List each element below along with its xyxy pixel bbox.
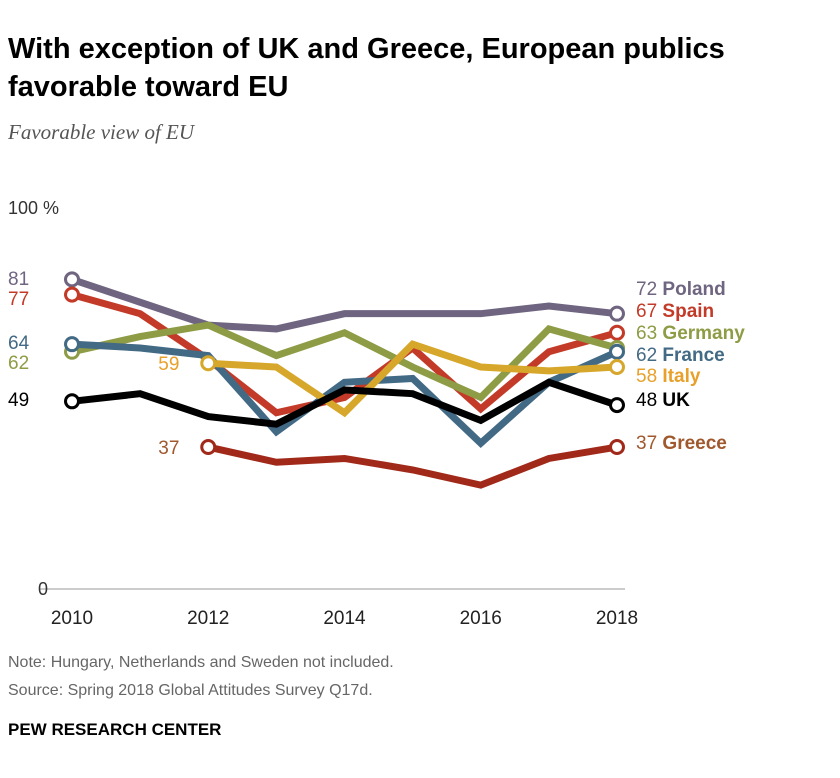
start-value-label: 77 bbox=[8, 289, 29, 310]
start-point-spain bbox=[64, 286, 80, 303]
start-point-poland bbox=[64, 271, 80, 288]
brand-logo-text: PEW RESEARCH CENTER bbox=[8, 720, 222, 739]
series-line-uk bbox=[71, 378, 619, 428]
x-tick-label: 2016 bbox=[460, 608, 502, 629]
end-label-poland: 72 Poland bbox=[636, 279, 726, 300]
start-value-label: 62 bbox=[8, 353, 29, 374]
chart-source: Source: Spring 2018 Global Attitudes Sur… bbox=[8, 682, 373, 699]
series-line-greece bbox=[207, 443, 618, 489]
start-value-label: 59 bbox=[158, 354, 179, 375]
end-point-greece bbox=[609, 439, 625, 456]
end-point-poland bbox=[609, 305, 625, 322]
y-tick-label-100: 100 % bbox=[8, 198, 59, 218]
end-label-germany: 63 Germany bbox=[636, 323, 745, 344]
series-line-germany bbox=[71, 321, 618, 402]
chart-title: With exception of UK and Greece, Europea… bbox=[8, 33, 725, 103]
y-tick-label-0: 0 bbox=[38, 579, 48, 599]
start-point-france bbox=[64, 336, 80, 353]
series-line-france bbox=[71, 340, 619, 448]
end-point-uk bbox=[609, 397, 625, 414]
start-value-label: 49 bbox=[8, 390, 29, 411]
start-value-label: 81 bbox=[8, 269, 29, 290]
series-line-poland bbox=[70, 276, 618, 333]
x-tick-label: 2010 bbox=[51, 608, 93, 629]
end-label-france: 62 France bbox=[636, 345, 725, 366]
end-label-italy: 58 Italy bbox=[636, 366, 701, 387]
start-point-uk bbox=[64, 393, 80, 410]
end-label-greece: 37 Greece bbox=[636, 433, 727, 454]
end-point-italy bbox=[609, 359, 625, 376]
start-point-italy bbox=[200, 355, 217, 372]
line-chart: 100 % 0 2010 2012 2014 2016 2018 81 72 Poland… bbox=[8, 198, 745, 629]
x-tick-label: 2012 bbox=[187, 608, 229, 629]
x-tick-label: 2014 bbox=[323, 608, 366, 629]
end-label-spain: 67 Spain bbox=[636, 301, 714, 322]
series-line-italy bbox=[208, 340, 618, 418]
start-point-greece bbox=[200, 439, 217, 456]
chart-subtitle: Favorable view of EU bbox=[8, 120, 195, 144]
end-label-uk: 48 UK bbox=[636, 390, 690, 411]
chart-note: Note: Hungary, Netherlands and Sweden no… bbox=[8, 654, 394, 671]
end-point-france bbox=[609, 343, 625, 360]
start-value-label: 64 bbox=[8, 333, 30, 354]
start-value-label: 37 bbox=[158, 438, 179, 459]
x-tick-label: 2018 bbox=[596, 608, 638, 629]
end-point-spain bbox=[609, 324, 625, 341]
